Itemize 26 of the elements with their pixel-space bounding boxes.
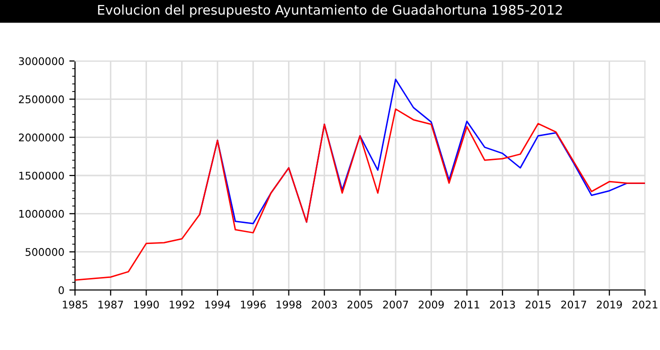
y-tick-label: 1500000 <box>19 172 64 180</box>
x-tick-label: 2003 <box>312 300 337 308</box>
y-tick-label: 3000000 <box>18 57 64 66</box>
y-tick-label: 2000000 <box>18 134 64 142</box>
y-tick-label: 500000 <box>26 248 64 256</box>
x-tick-label: 1987 <box>98 300 123 308</box>
x-tick-label: 1994 <box>205 300 230 308</box>
x-tick-label: 1990 <box>134 300 159 308</box>
x-tick-label: 1985 <box>62 300 88 308</box>
x-tick-label: 2011 <box>454 300 480 308</box>
x-tick-label: 2019 <box>596 300 622 308</box>
y-tick-label: 0 <box>58 286 64 294</box>
y-tick-label: 2500000 <box>18 95 64 104</box>
line-series <box>75 108 645 281</box>
x-tick-label: 2007 <box>383 300 408 308</box>
y-tick-label: 1000000 <box>19 210 64 218</box>
chart-title: Evolucion del presupuesto Ayuntamiento de Guadahortuna 1985-2012 <box>98 4 562 18</box>
x-tick-label: 2005 <box>348 300 372 308</box>
x-tick-label: 2015 <box>526 300 550 308</box>
x-tick-label: 1996 <box>241 300 266 308</box>
x-tick-label: 2009 <box>418 300 444 308</box>
x-tick-label: 1992 <box>170 300 194 308</box>
x-tick-label: 2013 <box>490 300 515 308</box>
x-tick-label: 2017 <box>561 300 586 308</box>
x-tick-label: 2021 <box>632 300 658 308</box>
x-tick-label: 1998 <box>276 300 302 308</box>
